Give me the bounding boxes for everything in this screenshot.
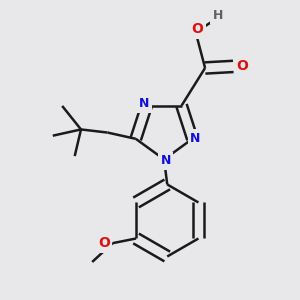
Text: O: O [191,22,203,36]
Text: O: O [236,59,248,74]
Text: H: H [212,9,223,22]
Text: O: O [98,236,110,250]
Text: N: N [190,132,201,145]
Text: N: N [160,154,171,167]
Text: N: N [139,98,149,110]
